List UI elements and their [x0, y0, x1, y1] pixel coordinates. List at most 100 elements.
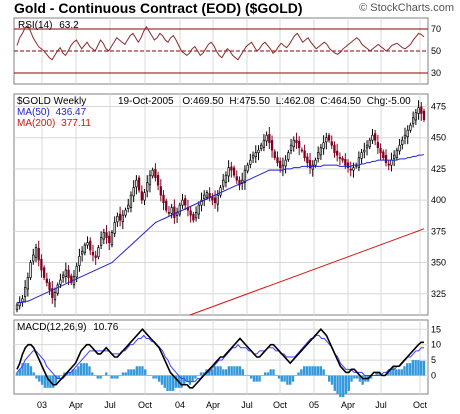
price-candle-body — [29, 262, 32, 278]
price-candle-body — [129, 194, 133, 208]
price-candle-body — [40, 258, 43, 271]
price-candle-body — [156, 175, 160, 186]
price-candle-body — [170, 207, 173, 214]
macd-histogram-bar — [210, 369, 214, 376]
x-tick-label-Apr: Apr — [206, 400, 220, 410]
ma50-legend: MA(50) 436.47 — [17, 107, 87, 118]
macd-histogram-bar — [305, 366, 309, 376]
price-candle-body — [110, 232, 114, 246]
price-candle-body — [265, 134, 268, 142]
price-candle-body — [289, 144, 293, 151]
x-tick-label-05: 05 — [309, 400, 319, 410]
macd-histogram-bar — [191, 375, 194, 382]
price-candle-body — [21, 298, 24, 303]
price-candle-body — [406, 129, 409, 138]
price-candle-body — [148, 174, 152, 186]
price-candle-body — [108, 235, 111, 243]
macd-histogram-bar — [121, 372, 125, 376]
price-tick-label-425: 425 — [431, 164, 446, 174]
price-candle-body — [393, 154, 396, 160]
macd-histogram-bar — [280, 375, 284, 382]
macd-histogram-bar — [88, 366, 91, 376]
macd-histogram-bar — [308, 366, 311, 376]
macd-histogram-bar — [38, 375, 41, 382]
macd-histogram-bar — [40, 375, 44, 385]
x-tick-label-Jul: Jul — [104, 400, 116, 410]
price-tick-label-475: 475 — [431, 101, 446, 111]
price-candle-body — [97, 247, 100, 258]
macd-histogram-bar — [272, 369, 275, 376]
price-candle-body — [308, 160, 312, 169]
macd-histogram-bar — [24, 363, 27, 376]
price-candle-body — [70, 275, 73, 283]
macd-histogram-bar — [91, 372, 94, 376]
macd-histogram-bar — [417, 360, 420, 376]
macd-histogram-bar — [157, 375, 161, 382]
price-candle-body — [121, 214, 124, 222]
macd-histogram-bar — [411, 360, 415, 376]
price-candle-body — [42, 267, 46, 278]
price-candle-body — [230, 166, 233, 171]
price-candle-body — [219, 187, 222, 196]
price-candle-body — [352, 167, 355, 171]
price-candle-body — [422, 110, 426, 120]
price-candle-body — [189, 210, 192, 216]
price-candle-body — [260, 144, 263, 150]
macd-histogram-bar — [422, 360, 426, 376]
price-candle-body — [273, 151, 276, 159]
ma200-legend: MA(200) 377.11 — [17, 118, 91, 129]
macd-histogram-bar — [339, 375, 342, 398]
macd-histogram-bar — [330, 375, 334, 385]
price-candle-body — [251, 154, 255, 159]
price-candle-body — [162, 194, 165, 203]
macd-histogram-bar — [135, 366, 139, 376]
price-candle-body — [194, 212, 198, 219]
price-candle-body — [102, 232, 105, 240]
macd-histogram-bar — [222, 369, 225, 376]
price-candle-body — [371, 134, 374, 141]
rsi-tick-label-30: 30 — [431, 68, 441, 78]
macd-histogram-bar — [82, 363, 86, 376]
copyright-notice: © StockCharts.com — [359, 2, 454, 14]
price-candle-body — [86, 242, 89, 246]
price-candle-body — [83, 244, 86, 254]
macd-tick-labels: 0 5 10 15 — [431, 324, 441, 380]
price-tick-labels: 325 350 375 400 425 450 475 — [431, 101, 446, 298]
macd-histogram-bar — [397, 369, 401, 376]
x-tick-label-Jul: Jul — [241, 400, 253, 410]
macd-histogram-bar — [252, 375, 256, 382]
price-candle-body — [59, 279, 62, 285]
x-tick-label-Oct: Oct — [273, 400, 288, 410]
macd-histogram-bar — [344, 375, 348, 394]
macd-histogram-bar — [227, 366, 231, 376]
price-candle-body — [238, 179, 241, 186]
macd-histogram-bar — [96, 375, 100, 379]
macd-histogram-bar — [93, 375, 97, 376]
ma200-line — [189, 228, 425, 316]
price-candle-body — [270, 140, 274, 151]
price-candle-body — [94, 255, 97, 258]
macd-histogram-bar — [71, 369, 74, 376]
price-candle-body — [56, 284, 59, 294]
price-candle-body — [330, 141, 333, 146]
macd-histogram-bar — [99, 375, 102, 379]
rsi-label-value: 63.2 — [59, 20, 79, 31]
macd-histogram-bar — [277, 375, 281, 379]
price-candle-body — [384, 155, 388, 164]
price-candle-body — [300, 149, 304, 152]
price-tick-label-400: 400 — [431, 195, 446, 205]
price-candle-body — [211, 196, 214, 201]
macd-histogram-bar — [183, 375, 186, 385]
macd-histogram-bar — [216, 366, 219, 376]
price-candle-body — [322, 142, 325, 149]
price-candle-body — [317, 152, 320, 160]
macd-histogram-bar — [213, 366, 217, 376]
price-candle-body — [254, 152, 257, 158]
macd-histogram-bar — [174, 375, 178, 388]
price-candle-body — [53, 292, 57, 301]
price-candle-body — [143, 192, 146, 201]
price-candle-body — [51, 288, 54, 298]
price-candle-body — [336, 150, 339, 156]
macd-histogram-bar — [286, 375, 289, 385]
rsi-gridlines — [14, 18, 428, 84]
